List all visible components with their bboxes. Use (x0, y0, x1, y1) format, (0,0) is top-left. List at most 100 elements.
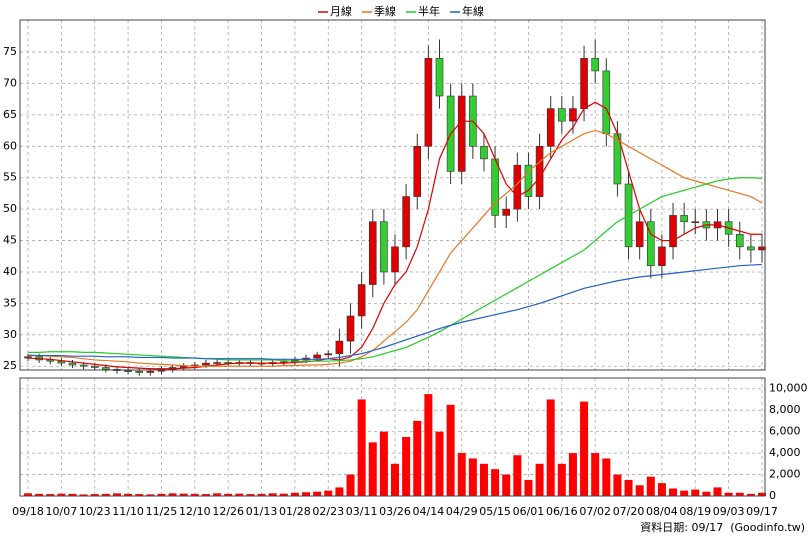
x-tick-label: 03/26 (379, 505, 411, 518)
x-tick-label: 04/29 (446, 505, 478, 518)
volume-bar (157, 493, 166, 496)
volume-bar (235, 493, 244, 496)
volume-bar (290, 492, 299, 496)
volume-bar (201, 494, 210, 496)
candle-body (402, 196, 410, 248)
candle-body (424, 58, 433, 147)
candle-body (635, 221, 644, 248)
volume-bar (502, 474, 511, 496)
volume-bar (413, 420, 422, 496)
x-tick-label: 10/23 (79, 505, 111, 518)
legend-label: 月線 (330, 4, 352, 18)
x-tick-label: 05/15 (479, 505, 511, 518)
candle-body (324, 353, 333, 356)
volume-bar (268, 493, 277, 496)
volume-bar (646, 476, 655, 496)
volume-bar (624, 479, 633, 496)
y-tick-label: 65 (3, 108, 17, 121)
plot-frame (19, 19, 766, 371)
x-tick-label: 12/10 (179, 505, 211, 518)
candle-body (68, 362, 77, 366)
x-tick-label: 10/07 (46, 505, 78, 518)
volume-bar (90, 494, 99, 496)
x-tick-label: 02/23 (312, 505, 344, 518)
candle-body (513, 164, 522, 210)
legend-label: 季線 (374, 4, 396, 18)
volume-bar (101, 493, 110, 496)
y-tick-label: 70 (3, 76, 17, 89)
volume-bar (724, 492, 733, 496)
x-tick-label: 04/14 (413, 505, 445, 518)
volume-bar (279, 493, 288, 496)
candle-body (580, 58, 588, 109)
volume-bar (346, 474, 355, 496)
footer: 資料日期: 09/17 (Goodinfo.tw) (640, 520, 805, 534)
candle-body (591, 58, 599, 72)
x-tick-label: 08/04 (646, 505, 678, 518)
volume-bar (591, 453, 600, 496)
candle-body (546, 108, 555, 147)
x-tick-label: 07/02 (579, 505, 611, 518)
y-tick-label: 0 (769, 489, 776, 502)
x-tick-label: 12/26 (212, 505, 244, 518)
volume-bar (757, 492, 766, 496)
volume-bar (735, 492, 744, 496)
volume-bar (491, 469, 500, 496)
volume-bar (57, 493, 66, 496)
volume-bar (424, 394, 433, 496)
volume-bar (468, 458, 477, 496)
plot-frame (19, 377, 766, 497)
candle-body (435, 58, 444, 97)
legend-label: 半年 (418, 4, 440, 18)
volume-bar (568, 453, 577, 496)
volume-bar (135, 494, 144, 496)
volume-bar (302, 492, 311, 496)
candle-body (346, 315, 355, 342)
volume-bar (213, 493, 222, 496)
volume-bar (368, 442, 377, 496)
volume-bar (357, 399, 366, 496)
volume-bar (68, 493, 77, 496)
x-tick-label: 09/18 (12, 505, 44, 518)
y-tick-label: 4,000 (769, 446, 801, 459)
candle-body (124, 370, 132, 372)
candle-body (646, 221, 655, 266)
x-tick-label: 09/03 (713, 505, 745, 518)
candle-body (602, 70, 611, 135)
x-tick-label: 06/16 (546, 505, 578, 518)
volume-bar (479, 463, 488, 496)
volume-bar (190, 493, 199, 496)
volume-bar (35, 493, 44, 496)
volume-bar (112, 493, 121, 496)
volume-bar (691, 489, 700, 496)
candle-body (502, 208, 511, 216)
candle-body (457, 95, 466, 172)
x-tick-label: 09/17 (746, 505, 778, 518)
volume-bar (580, 401, 589, 496)
volume-bar (324, 490, 333, 496)
y-tick-label: 30 (3, 328, 17, 341)
volume-bar (669, 488, 678, 496)
candle-body (146, 370, 155, 373)
candle-body (669, 215, 677, 248)
x-tick-label: 07/20 (613, 505, 645, 518)
volume-bar (224, 493, 233, 496)
y-tick-label: 10,000 (769, 382, 808, 395)
volume-bar (168, 493, 177, 496)
volume-bar (457, 453, 466, 496)
candle-body (90, 365, 99, 368)
volume-bar (391, 463, 400, 496)
volume-bar (435, 431, 444, 496)
candle-body (213, 362, 221, 364)
y-tick-label: 2,000 (769, 468, 801, 481)
volume-bar (446, 404, 455, 496)
candle-body (480, 146, 488, 160)
ma-line (27, 129, 763, 367)
y-tick-label: 45 (3, 234, 17, 247)
candle-body (368, 221, 377, 285)
candle-body (691, 221, 700, 224)
candle-body (491, 158, 499, 216)
y-tick-label: 25 (3, 359, 17, 372)
x-tick-label: 01/13 (246, 505, 278, 518)
